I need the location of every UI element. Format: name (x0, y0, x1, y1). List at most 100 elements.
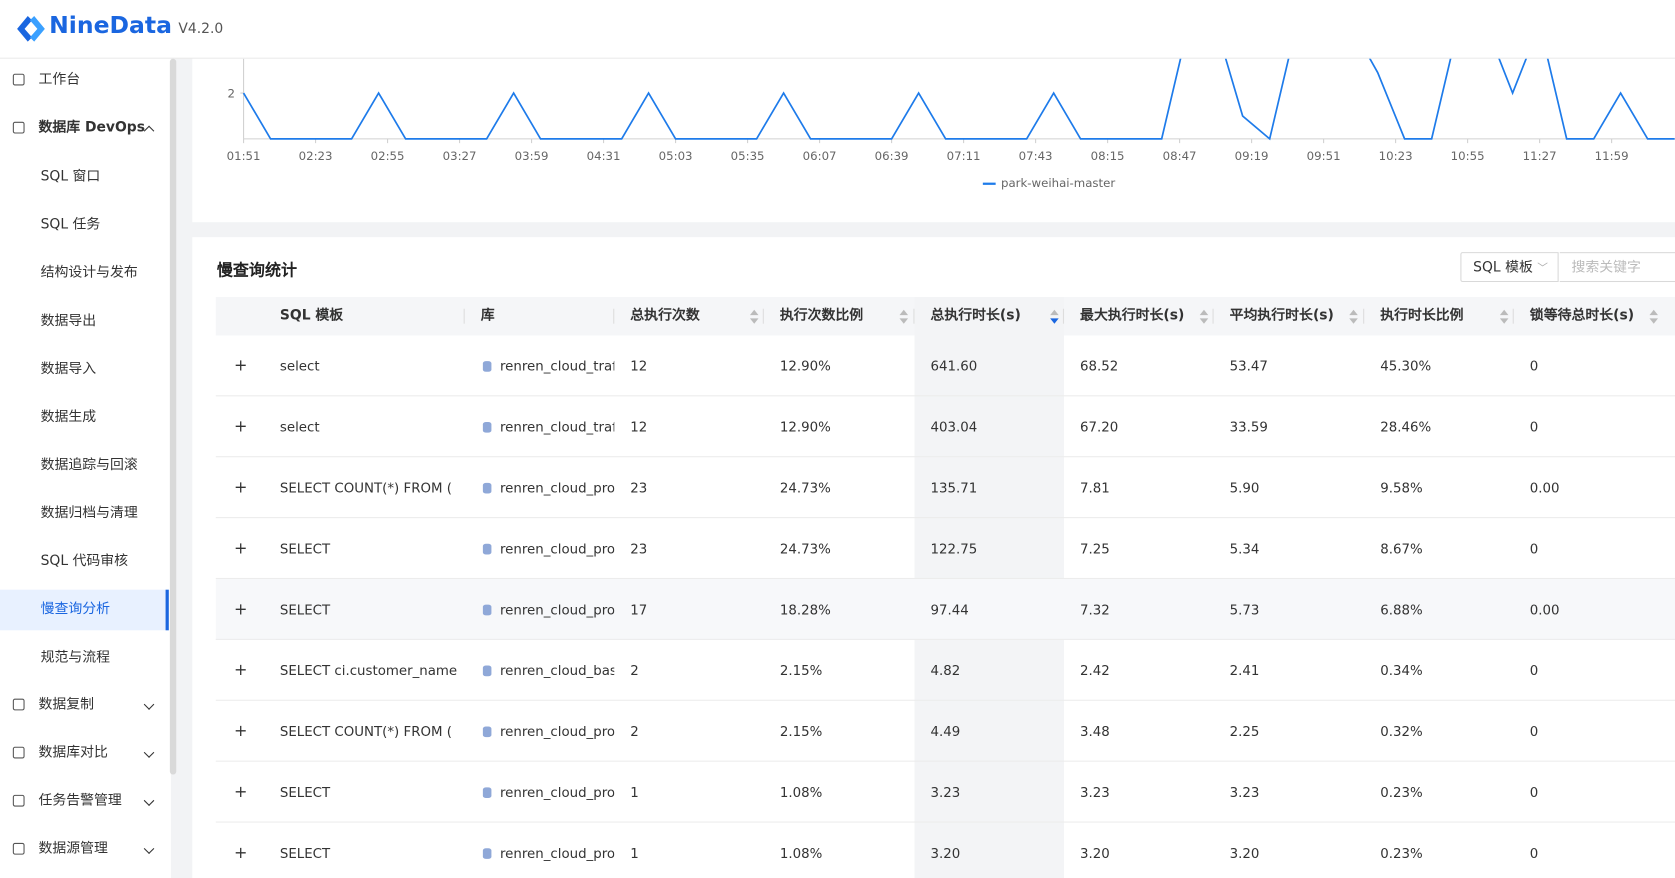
menu-label: 数据库对比 (38, 744, 108, 761)
cell: 403.04 (930, 418, 978, 435)
menu-label: 任务告警管理 (38, 792, 122, 809)
sql-template: SELECT ci.customer_name ... (279, 662, 458, 679)
menu-label: 数据库 DevOps (38, 119, 145, 136)
row-divider (215, 517, 1675, 519)
expand-button[interactable]: + (233, 599, 248, 619)
column-header[interactable]: 锁等待总时长(s) (1529, 307, 1635, 324)
sql-template: select `ID`,`APP_ID`,`LICEN... (279, 357, 320, 374)
expand-button[interactable]: + (233, 477, 248, 497)
expand-button[interactable]: + (233, 355, 248, 375)
db-icon (482, 421, 492, 433)
version: V4.2.0 (178, 21, 224, 38)
database-name: renren_cloud_prop (499, 723, 615, 740)
menu-item[interactable]: 数据库对比 (0, 733, 169, 774)
expand-button[interactable]: + (233, 538, 248, 558)
menu-label: SQL 任务 (40, 216, 101, 233)
expand-button[interactable]: + (233, 721, 248, 741)
menu-item[interactable]: 数据追踪与回滚 (0, 445, 169, 486)
x-tick-label: 02:55 (371, 149, 405, 163)
db-icon (482, 543, 492, 555)
menu-item[interactable]: 数据导出 (0, 301, 169, 342)
menu-item[interactable]: SQL 代码审核 (0, 542, 169, 583)
column-header: 库 (480, 307, 495, 324)
x-tick-label: 01:51 (227, 149, 261, 163)
menu-item[interactable]: 数据复制 (0, 685, 169, 726)
cell: 68.52 (1080, 357, 1119, 374)
logo-icon (17, 16, 45, 42)
database-name: renren_cloud_prop (499, 601, 615, 618)
column-header[interactable]: 执行次数比例 (779, 307, 864, 324)
x-tick-label: 10:55 (1451, 149, 1485, 163)
db-icon (482, 482, 492, 494)
cell: 9.58% (1380, 479, 1423, 496)
cell: 12 (630, 418, 648, 435)
logo-text: NineData (49, 12, 173, 40)
x-tick-label: 07:11 (947, 149, 981, 163)
x-tick-label: 09:19 (1235, 149, 1269, 163)
legend-label: park-weihai-master (1001, 176, 1115, 190)
sort-down (1050, 318, 1059, 324)
menu-item[interactable]: 工作台 (0, 60, 169, 101)
column-header[interactable]: 最大执行时长(s) (1080, 307, 1185, 324)
menu-item[interactable]: SQL 窗口 (0, 157, 169, 198)
menu-icon (12, 121, 25, 134)
cell: 1 (630, 784, 639, 801)
cell: 23 (630, 540, 648, 557)
column-divider (613, 308, 615, 324)
cell: 1.08% (779, 784, 823, 801)
menu-item[interactable]: 规范与流程 (0, 638, 169, 679)
sort-down (1649, 318, 1659, 324)
cell: 12 (630, 357, 648, 374)
expand-button[interactable]: + (233, 416, 248, 436)
cell: 7.25 (1080, 540, 1110, 557)
column-header: SQL 模板 (279, 307, 344, 324)
expand-button[interactable]: + (233, 842, 248, 863)
column-header[interactable]: 平均执行时长(s) (1229, 307, 1334, 324)
column-divider (1212, 308, 1214, 324)
menu-item[interactable]: 慢查询分析 (0, 589, 169, 631)
template-select[interactable]: SQL 模板 ﹀ (1460, 252, 1559, 283)
menu-label: 结构设计与发布 (40, 264, 138, 281)
cell: 0.00 (1529, 479, 1560, 496)
header: NineData V4.2.0 (0, 0, 1675, 59)
menu-item[interactable]: 数据生成 (0, 397, 169, 438)
menu-item[interactable]: 数据导入 (0, 349, 169, 390)
menu-caret (143, 125, 155, 137)
menu-item[interactable]: 任务告警管理 (0, 781, 169, 822)
search-input[interactable]: 搜索关键字 (1559, 252, 1675, 283)
menu-icon (12, 794, 25, 807)
expand-button[interactable]: + (233, 781, 248, 802)
sort-down (1499, 318, 1509, 324)
menu-item[interactable]: 数据归档与清理 (0, 494, 169, 535)
cell: 0 (1529, 784, 1539, 801)
sort-up (1050, 309, 1059, 316)
menu-item[interactable]: 数据源管理 (0, 829, 169, 870)
menu-item[interactable]: 结构设计与发布 (0, 253, 169, 294)
menu-item[interactable]: 数据库 DevOps (0, 108, 169, 149)
x-tick-label: 09:51 (1307, 149, 1341, 163)
cell: 0 (1529, 418, 1539, 435)
x-tick-label: 08:15 (1091, 149, 1125, 163)
menu-label: SQL 代码审核 (40, 553, 129, 570)
cell: 33.59 (1229, 418, 1268, 435)
column-header[interactable]: 总执行次数 (630, 307, 700, 324)
x-tick-label: 03:27 (443, 149, 477, 163)
row-divider (215, 577, 1675, 580)
database-name: renren_cloud_prop (499, 479, 615, 496)
db-icon (482, 787, 492, 799)
menu-label: 数据归档与清理 (40, 505, 138, 522)
column-header[interactable]: 总执行时长(s) (930, 307, 1021, 324)
x-tick-label: 05:03 (659, 149, 693, 163)
menu-item[interactable]: SQL 任务 (0, 205, 169, 246)
expand-button[interactable]: + (233, 660, 248, 680)
cell: 4.49 (930, 723, 961, 740)
cell: 3.23 (1229, 784, 1260, 801)
column-header[interactable]: 执行时长比例 (1380, 307, 1464, 324)
cell: 3.20 (1229, 845, 1260, 862)
menu-label: 数据追踪与回滚 (40, 457, 138, 474)
menu-icon (12, 698, 25, 711)
menu-label: 数据导出 (40, 313, 97, 330)
menu-label: 数据生成 (40, 409, 97, 426)
menu-label: 数据导入 (40, 361, 97, 378)
